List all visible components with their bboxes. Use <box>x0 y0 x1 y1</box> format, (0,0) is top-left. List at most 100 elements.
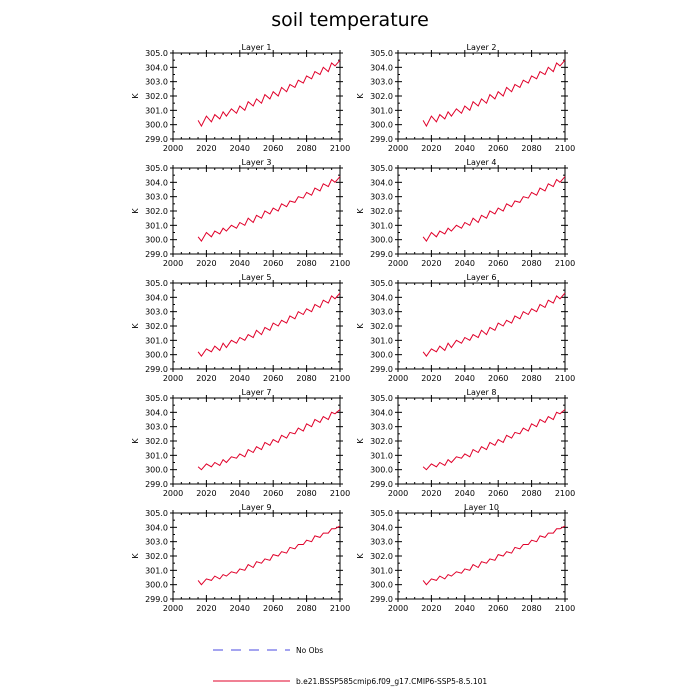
panel-title: Layer 8 <box>467 388 497 397</box>
y-tick-label: 305.0 <box>145 49 168 58</box>
x-tick-label: 2040 <box>455 259 475 268</box>
panel-title: Layer 6 <box>467 273 497 282</box>
y-tick-label: 300.0 <box>370 236 393 245</box>
y-tick-label: 305.0 <box>370 509 393 518</box>
panel: Layer 6 299.0 300.0 301.0 302.0 303.0 304.0 305… <box>356 273 575 383</box>
y-tick-label: 304.0 <box>370 293 393 302</box>
x-tick-label: 2100 <box>330 604 350 613</box>
y-tick-label: 299.0 <box>370 480 393 489</box>
y-tick-label: 304.0 <box>145 178 168 187</box>
x-tick-label: 2000 <box>163 489 183 498</box>
y-tick-label: 305.0 <box>370 49 393 58</box>
y-tick-label: 300.0 <box>370 466 393 475</box>
x-tick-label: 2100 <box>330 374 350 383</box>
x-tick-label: 2060 <box>488 144 508 153</box>
series-line <box>422 59 566 128</box>
y-axis-label: K <box>356 208 365 214</box>
y-tick-label: 302.0 <box>370 552 393 561</box>
x-tick-label: 2060 <box>488 259 508 268</box>
legend-label: No Obs <box>296 646 323 655</box>
y-tick-label: 303.0 <box>370 78 393 87</box>
x-tick-label: 2020 <box>421 489 441 498</box>
x-tick-label: 2020 <box>421 604 441 613</box>
x-tick-label: 2100 <box>330 144 350 153</box>
panel: Layer 8 299.0 300.0 301.0 302.0 303.0 304.0 305… <box>356 388 575 498</box>
x-tick-label: 2020 <box>196 604 216 613</box>
y-tick-label: 303.0 <box>370 308 393 317</box>
plot-frame <box>397 282 566 370</box>
y-tick-label: 300.0 <box>145 466 168 475</box>
panel: Layer 4 299.0 300.0 301.0 302.0 303.0 304.0 305… <box>356 158 575 268</box>
series-line <box>197 59 341 128</box>
x-tick-label: 2000 <box>163 144 183 153</box>
y-tick-label: 304.0 <box>370 178 393 187</box>
x-tick-label: 2080 <box>521 374 541 383</box>
x-tick-label: 2020 <box>196 259 216 268</box>
y-tick-label: 300.0 <box>370 351 393 360</box>
x-tick-label: 2040 <box>230 144 250 153</box>
y-tick-label: 301.0 <box>370 221 393 230</box>
y-tick-label: 299.0 <box>370 250 393 259</box>
legend-label: b.e21.BSSP585cmip6.f09_g17.CMIP6-SSP5-8.… <box>296 677 487 686</box>
x-tick-label: 2020 <box>196 144 216 153</box>
x-tick-label: 2100 <box>555 489 575 498</box>
x-tick-label: 2060 <box>263 259 283 268</box>
series-line <box>197 525 341 586</box>
y-tick-label: 305.0 <box>145 164 168 173</box>
y-tick-label: 302.0 <box>370 437 393 446</box>
series-line <box>422 292 566 357</box>
x-tick-label: 2040 <box>230 374 250 383</box>
y-tick-label: 301.0 <box>145 106 168 115</box>
panel-title: Layer 7 <box>242 388 272 397</box>
plot-frame <box>172 167 341 255</box>
panel-title: Layer 10 <box>464 503 499 512</box>
x-tick-label: 2060 <box>488 374 508 383</box>
y-tick-label: 304.0 <box>145 293 168 302</box>
y-tick-label: 304.0 <box>145 63 168 72</box>
y-tick-label: 303.0 <box>370 423 393 432</box>
y-tick-label: 303.0 <box>370 193 393 202</box>
x-tick-label: 2060 <box>488 604 508 613</box>
y-axis-label: K <box>356 438 365 444</box>
figure-title: soil temperature <box>271 9 429 31</box>
y-tick-label: 301.0 <box>370 566 393 575</box>
y-tick-label: 302.0 <box>370 207 393 216</box>
y-tick-label: 301.0 <box>145 336 168 345</box>
y-tick-label: 299.0 <box>145 135 168 144</box>
y-tick-label: 299.0 <box>370 135 393 144</box>
y-tick-label: 301.0 <box>370 451 393 460</box>
x-tick-label: 2000 <box>388 144 408 153</box>
y-tick-label: 305.0 <box>370 279 393 288</box>
y-axis-label: K <box>131 438 140 444</box>
y-tick-label: 299.0 <box>145 250 168 259</box>
y-tick-label: 303.0 <box>145 538 168 547</box>
x-tick-label: 2040 <box>455 374 475 383</box>
x-tick-label: 2060 <box>263 374 283 383</box>
y-tick-label: 302.0 <box>145 437 168 446</box>
y-tick-label: 304.0 <box>145 523 168 532</box>
y-tick-label: 300.0 <box>145 581 168 590</box>
panel-title: Layer 3 <box>242 158 272 167</box>
y-tick-label: 303.0 <box>145 193 168 202</box>
y-tick-label: 304.0 <box>370 523 393 532</box>
y-axis-label: K <box>356 93 365 99</box>
panel: Layer 10 299.0 300.0 301.0 302.0 303.0 304.0 30… <box>356 503 575 613</box>
x-tick-label: 2020 <box>421 144 441 153</box>
y-tick-label: 300.0 <box>145 121 168 130</box>
panel-title: Layer 4 <box>467 158 497 167</box>
y-tick-label: 301.0 <box>370 106 393 115</box>
y-tick-label: 302.0 <box>145 322 168 331</box>
panel: Layer 5 299.0 300.0 301.0 302.0 303.0 304.0 305… <box>131 273 350 383</box>
y-tick-label: 301.0 <box>145 451 168 460</box>
y-tick-label: 301.0 <box>370 336 393 345</box>
x-tick-label: 2100 <box>555 374 575 383</box>
series-line <box>197 176 341 242</box>
series-line <box>422 409 566 471</box>
series-line <box>422 525 566 586</box>
y-tick-label: 299.0 <box>145 365 168 374</box>
x-tick-label: 2000 <box>163 259 183 268</box>
plot-frame <box>172 397 341 485</box>
y-tick-label: 305.0 <box>145 509 168 518</box>
x-tick-label: 2080 <box>296 374 316 383</box>
